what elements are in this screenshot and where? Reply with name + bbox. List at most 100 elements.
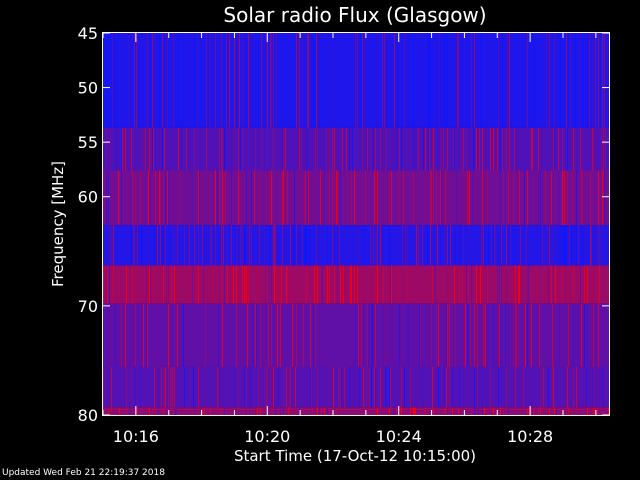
stripe: [260, 407, 261, 415]
stripe: [103, 225, 104, 266]
stripe: [120, 366, 121, 408]
stripe: [390, 366, 391, 408]
stripe: [174, 303, 175, 367]
stripe: [418, 366, 419, 408]
stripe: [449, 303, 450, 367]
stripe: [528, 265, 529, 304]
stripe: [307, 33, 308, 128]
stripe: [394, 33, 395, 128]
stripe: [350, 366, 351, 408]
stripe: [183, 303, 184, 367]
stripe: [337, 265, 338, 304]
stripe: [286, 366, 287, 408]
stripe: [488, 225, 489, 266]
stripe: [106, 265, 107, 304]
stripe: [168, 265, 169, 304]
stripe: [551, 265, 552, 304]
stripe: [126, 407, 127, 415]
stripe: [584, 265, 585, 304]
stripe: [128, 33, 129, 128]
stripe: [197, 265, 198, 304]
stripe: [575, 127, 576, 171]
stripe: [142, 407, 143, 415]
stripe: [531, 127, 532, 171]
stripe: [224, 407, 225, 415]
stripe: [374, 170, 375, 226]
stripe: [581, 265, 582, 304]
stripe: [308, 170, 309, 226]
stripe: [592, 366, 593, 408]
stripe: [319, 407, 320, 415]
band-6: [103, 366, 609, 408]
stripe: [415, 407, 416, 415]
stripe: [253, 127, 254, 171]
stripe: [164, 366, 165, 408]
stripe: [211, 225, 212, 266]
stripe: [343, 265, 344, 304]
stripe: [158, 407, 159, 415]
stripe: [502, 127, 503, 171]
stripe: [224, 265, 225, 304]
stripe: [112, 303, 113, 367]
stripe: [121, 127, 122, 171]
stripe: [150, 170, 151, 226]
stripe: [383, 303, 384, 367]
stripe: [283, 170, 284, 226]
stripe: [515, 303, 516, 367]
stripe: [334, 170, 335, 226]
stripe: [383, 265, 384, 304]
stripe: [458, 33, 459, 128]
stripe: [524, 407, 525, 415]
stripe: [482, 366, 483, 408]
stripe: [484, 407, 485, 415]
stripe: [518, 265, 519, 304]
stripe: [145, 127, 146, 171]
stripe: [427, 225, 428, 266]
stripe: [389, 225, 390, 266]
stripe: [180, 127, 181, 171]
stripe: [554, 407, 555, 415]
stripe: [210, 225, 211, 266]
stripe: [466, 265, 467, 304]
stripe: [438, 366, 439, 408]
stripe: [440, 225, 441, 266]
stripe: [255, 303, 256, 367]
stripe: [554, 127, 555, 171]
stripe: [261, 33, 262, 128]
stripe: [233, 265, 234, 304]
stripe: [572, 170, 573, 226]
stripe: [578, 33, 579, 128]
stripe: [219, 225, 220, 266]
stripe: [539, 366, 540, 408]
stripe: [377, 225, 378, 266]
stripe: [351, 265, 352, 304]
band-1: [103, 127, 609, 171]
stripe: [228, 33, 229, 128]
stripe: [568, 33, 569, 128]
stripe: [128, 265, 129, 304]
stripe: [391, 265, 392, 304]
stripe: [314, 265, 315, 304]
stripe: [147, 303, 148, 367]
stripe: [162, 265, 163, 304]
stripe: [290, 225, 291, 266]
stripe: [221, 225, 222, 266]
stripe: [564, 225, 565, 266]
stripe: [178, 127, 179, 171]
stripe: [341, 366, 342, 408]
stripe: [414, 407, 415, 415]
stripe: [293, 33, 294, 128]
stripe: [566, 33, 567, 128]
stripe: [460, 225, 461, 266]
stripe: [125, 303, 126, 367]
stripe: [487, 170, 488, 226]
stripe: [510, 225, 511, 266]
stripe: [194, 265, 195, 304]
stripe: [270, 366, 271, 408]
stripe: [458, 407, 459, 415]
stripe: [603, 366, 604, 408]
stripe: [491, 225, 492, 266]
stripe: [547, 225, 548, 266]
stripe: [163, 407, 164, 415]
stripe: [306, 127, 307, 171]
